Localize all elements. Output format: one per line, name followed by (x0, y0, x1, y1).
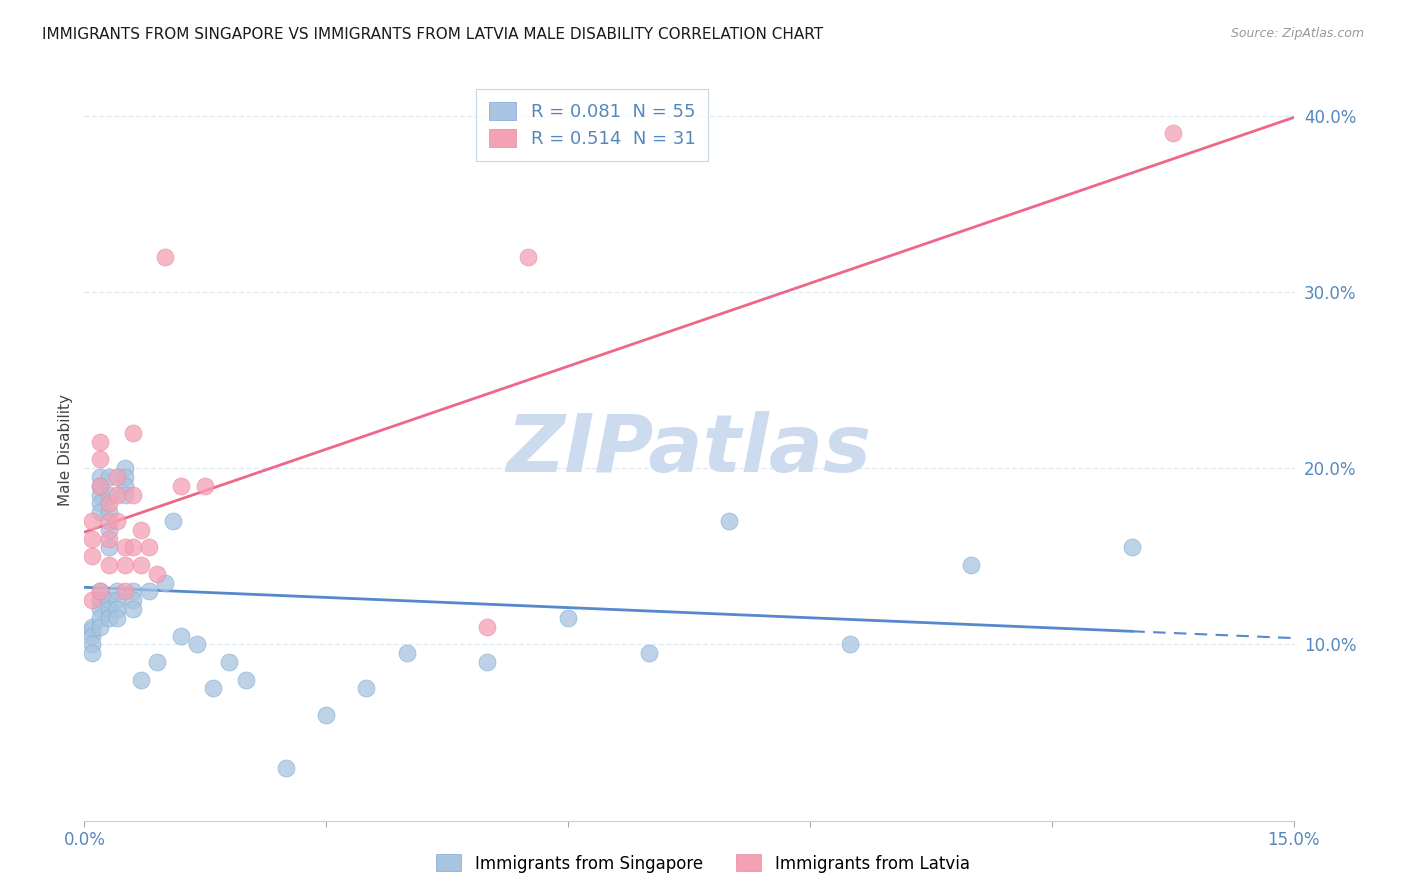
Point (105, 514, 128, 528)
Point (138, 584, 160, 599)
Point (82, 646, 104, 660)
Point (315, 707, 337, 722)
Point (97, 611, 120, 625)
Legend: Immigrants from Singapore, Immigrants from Latvia: Immigrants from Singapore, Immigrants fr… (430, 847, 976, 880)
Point (839, 637, 862, 651)
Point (121, 602, 143, 616)
Point (97, 523, 120, 537)
Point (97, 602, 120, 616)
Point (557, 611, 579, 625)
Point (82, 549, 104, 564)
Point (97, 532, 120, 546)
Point (89, 593, 111, 607)
Point (89, 434, 111, 449)
Point (218, 655, 240, 669)
Point (186, 637, 208, 651)
Point (114, 470, 136, 484)
Point (82, 593, 104, 607)
Point (477, 620, 499, 634)
Text: Source: ZipAtlas.com: Source: ZipAtlas.com (1230, 27, 1364, 40)
Point (89, 470, 111, 484)
Point (395, 646, 418, 660)
Point (89, 487, 111, 501)
Point (89, 479, 111, 493)
Point (82, 532, 104, 546)
Point (89, 611, 111, 625)
Point (82, 624, 104, 638)
Point (129, 523, 152, 537)
Point (105, 584, 128, 599)
Point (129, 673, 152, 687)
Point (170, 628, 193, 642)
Point (1121, 541, 1143, 555)
Point (114, 584, 136, 599)
Point (202, 681, 225, 696)
Point (97, 496, 120, 510)
Point (105, 470, 128, 484)
Point (89, 584, 111, 599)
Point (129, 558, 152, 572)
Text: IMMIGRANTS FROM SINGAPORE VS IMMIGRANTS FROM LATVIA MALE DISABILITY CORRELATION : IMMIGRANTS FROM SINGAPORE VS IMMIGRANTS … (42, 27, 824, 42)
Point (97, 541, 120, 555)
Point (114, 541, 136, 555)
Point (89, 584, 111, 599)
Point (637, 646, 659, 660)
Point (82, 620, 104, 634)
Point (97, 593, 120, 607)
Point (121, 593, 143, 607)
Point (89, 602, 111, 616)
Point (356, 681, 378, 696)
Point (89, 452, 111, 467)
Point (105, 487, 128, 501)
Point (89, 505, 111, 519)
Point (82, 628, 104, 642)
Point (114, 558, 136, 572)
Point (121, 541, 143, 555)
Point (97, 514, 120, 528)
Point (477, 655, 499, 669)
Point (516, 250, 538, 264)
Point (162, 514, 184, 528)
Point (1161, 126, 1184, 140)
Point (89, 496, 111, 510)
Point (97, 487, 120, 501)
Point (114, 487, 136, 501)
Point (82, 514, 104, 528)
Point (153, 250, 176, 264)
Point (82, 637, 104, 651)
Point (97, 558, 120, 572)
Point (146, 655, 169, 669)
Point (235, 673, 257, 687)
Point (105, 602, 128, 616)
Y-axis label: Male Disability: Male Disability (58, 394, 73, 507)
Point (114, 479, 136, 493)
Point (153, 575, 176, 590)
Legend: R = 0.081  N = 55, R = 0.514  N = 31: R = 0.081 N = 55, R = 0.514 N = 31 (477, 89, 709, 161)
Text: ZIPatlas: ZIPatlas (506, 411, 872, 490)
Point (146, 566, 169, 581)
Point (170, 479, 193, 493)
Point (121, 425, 143, 440)
Point (114, 461, 136, 475)
Point (960, 558, 983, 572)
Point (105, 593, 128, 607)
Point (89, 620, 111, 634)
Point (138, 541, 160, 555)
Point (105, 611, 128, 625)
Point (97, 505, 120, 519)
Point (89, 479, 111, 493)
Point (121, 487, 143, 501)
Point (718, 514, 741, 528)
Point (97, 470, 120, 484)
Point (194, 479, 217, 493)
Point (274, 761, 297, 775)
Point (121, 584, 143, 599)
